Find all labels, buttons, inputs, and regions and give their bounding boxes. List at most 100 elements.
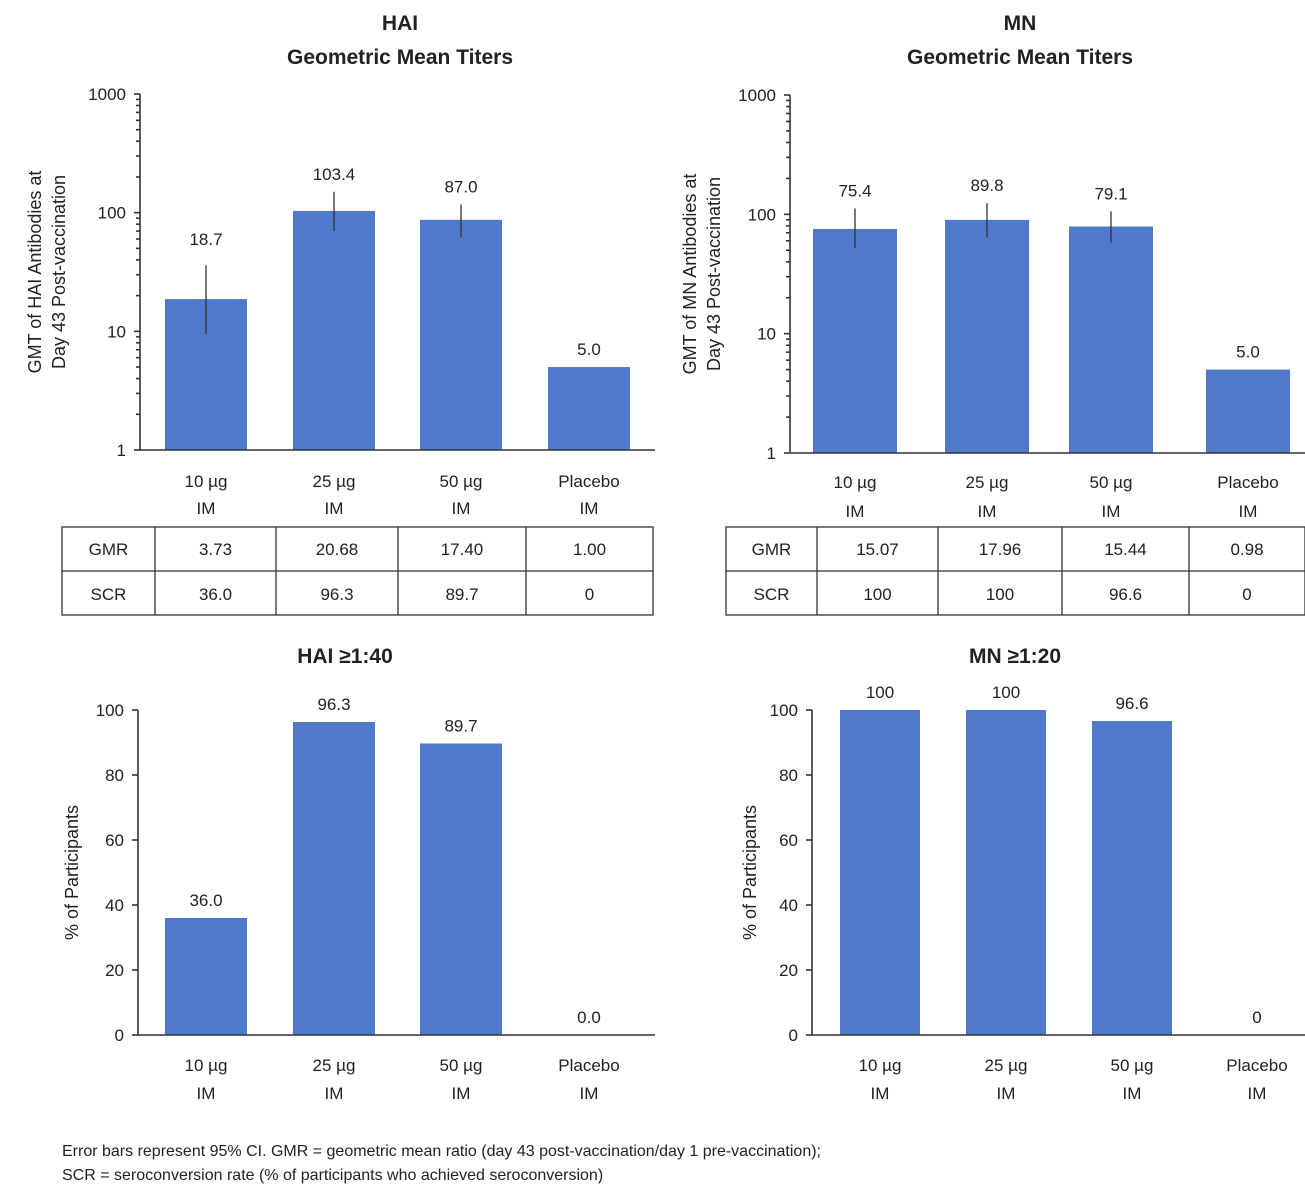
x-tick-label: IM (871, 1084, 890, 1103)
bar (165, 918, 247, 1035)
chart-title: MN (1004, 12, 1037, 35)
y-tick-label: 100 (770, 701, 798, 720)
y-tick-label: 100 (96, 701, 124, 720)
x-tick-label: IM (1102, 502, 1121, 521)
x-tick-label: 25 µg (313, 1056, 356, 1075)
y-tick-label: 1000 (88, 85, 126, 104)
chart-title: MN ≥1:20 (969, 645, 1061, 668)
data-label: 89.8 (970, 176, 1003, 195)
data-label: 100 (866, 683, 894, 702)
stats-table: GMR 3.73 20.68 17.40 1.00 SCR 36.0 96.3 89.7 0 (61, 526, 654, 616)
y-axis-label: % of Participants (62, 805, 82, 940)
x-tick-label: 10 µg (834, 473, 877, 492)
data-label: 103.4 (313, 165, 356, 184)
x-tick-label: 50 µg (1111, 1056, 1154, 1075)
y-tick-label: 1 (117, 441, 126, 460)
y-axis-label: GMT of HAI Antibodies at Day 43 Post-vacc… (25, 171, 69, 374)
bar (1092, 721, 1172, 1035)
footnote-line-1: Error bars represent 95% CI. GMR = geome… (62, 1143, 821, 1160)
table-cell: 0 (1242, 585, 1251, 604)
table-cell: 100 (863, 585, 891, 604)
x-tick-label: 50 µg (440, 472, 483, 491)
table-cell: 15.07 (856, 540, 899, 559)
x-tick-label: IM (846, 502, 865, 521)
x-tick-label: 25 µg (313, 472, 356, 491)
table-row-label: SCR (754, 585, 790, 604)
data-label: 36.0 (189, 891, 222, 910)
y-tick-label: 20 (105, 961, 124, 980)
y-tick-label: 60 (779, 831, 798, 850)
chart-mn-gmt: MN Geometric Mean Titers GMT of MN Antibod… (680, 12, 1305, 616)
x-tick-label: 10 µg (185, 472, 228, 491)
data-label: 18.7 (189, 230, 222, 249)
chart-title: Geometric Mean Titers (907, 46, 1133, 69)
data-label: 96.6 (1115, 694, 1148, 713)
x-tick-label: IM (580, 1084, 599, 1103)
x-tick-label: IM (1239, 502, 1258, 521)
y-axis-label: % of Participants (740, 805, 760, 940)
x-tick-label: 50 µg (1090, 473, 1133, 492)
x-tick-label: 10 µg (859, 1056, 902, 1075)
table-row-label: GMR (752, 540, 792, 559)
x-tick-label: Placebo (558, 1056, 619, 1075)
y-tick-label: 80 (779, 766, 798, 785)
y-axis-label: GMT of MN Antibodies at Day 43 Post-vacci… (680, 174, 724, 375)
bar (293, 722, 375, 1035)
bar (813, 228, 897, 453)
data-label: 79.1 (1094, 184, 1127, 203)
x-tick-label: 10 µg (185, 1056, 228, 1075)
y-tick-label: 60 (105, 831, 124, 850)
x-tick-label: IM (197, 499, 216, 518)
y-tick-label: 10 (107, 322, 126, 341)
chart-title: HAI ≥1:40 (297, 645, 393, 668)
data-label: 5.0 (577, 340, 601, 359)
data-label: 96.3 (317, 695, 350, 714)
x-tick-label: IM (997, 1084, 1016, 1103)
table-cell: 36.0 (199, 585, 232, 604)
y-tick-label: 100 (98, 204, 126, 223)
footnote: Error bars represent 95% CI. GMR = geome… (62, 1140, 821, 1188)
x-tick-label: IM (452, 1084, 471, 1103)
y-tick-label: 20 (779, 961, 798, 980)
footnote-line-2: SCR = seroconversion rate (% of particip… (62, 1167, 604, 1184)
y-tick-label: 10 (757, 325, 776, 344)
bar (420, 219, 502, 450)
y-tick-label: 1 (767, 444, 776, 463)
data-label: 87.0 (444, 178, 477, 197)
x-tick-label: IM (325, 1084, 344, 1103)
table-row-label: GMR (89, 540, 129, 559)
x-tick-label: IM (452, 499, 471, 518)
table-cell: 100 (986, 585, 1014, 604)
data-label: 89.7 (444, 716, 477, 735)
x-tick-label: Placebo (1226, 1056, 1287, 1075)
table-row-label: SCR (91, 585, 127, 604)
bar (420, 743, 502, 1035)
x-tick-label: 25 µg (985, 1056, 1028, 1075)
chart-mn-pct: MN ≥1:20 % of Participants 100 100 96.6 0 0 20 4… (740, 645, 1305, 1103)
bar (1069, 226, 1153, 453)
table-cell: 17.40 (441, 540, 484, 559)
bar (548, 367, 630, 450)
bar (1206, 369, 1290, 453)
data-label: 0 (1252, 1008, 1261, 1027)
y-tick-label: 0 (115, 1026, 124, 1045)
bar (966, 710, 1046, 1035)
data-label: 100 (992, 683, 1020, 702)
x-tick-label: IM (978, 502, 997, 521)
table-cell: 0 (585, 585, 594, 604)
bar (945, 219, 1029, 453)
y-tick-label: 80 (105, 766, 124, 785)
bar (840, 710, 920, 1035)
table-cell: 89.7 (445, 585, 478, 604)
chart-title: HAI (382, 12, 418, 35)
chart-title: Geometric Mean Titers (287, 46, 513, 69)
x-tick-label: IM (580, 499, 599, 518)
data-label: 0.0 (577, 1008, 601, 1027)
bar (293, 210, 375, 450)
x-tick-label: IM (325, 499, 344, 518)
x-tick-label: Placebo (558, 472, 619, 491)
x-tick-label: 25 µg (966, 473, 1009, 492)
data-label: 5.0 (1236, 343, 1260, 362)
figure-canvas: HAI Geometric Mean Titers GMT of HAI Antib… (25, 12, 1305, 1103)
y-tick-label: 40 (105, 896, 124, 915)
